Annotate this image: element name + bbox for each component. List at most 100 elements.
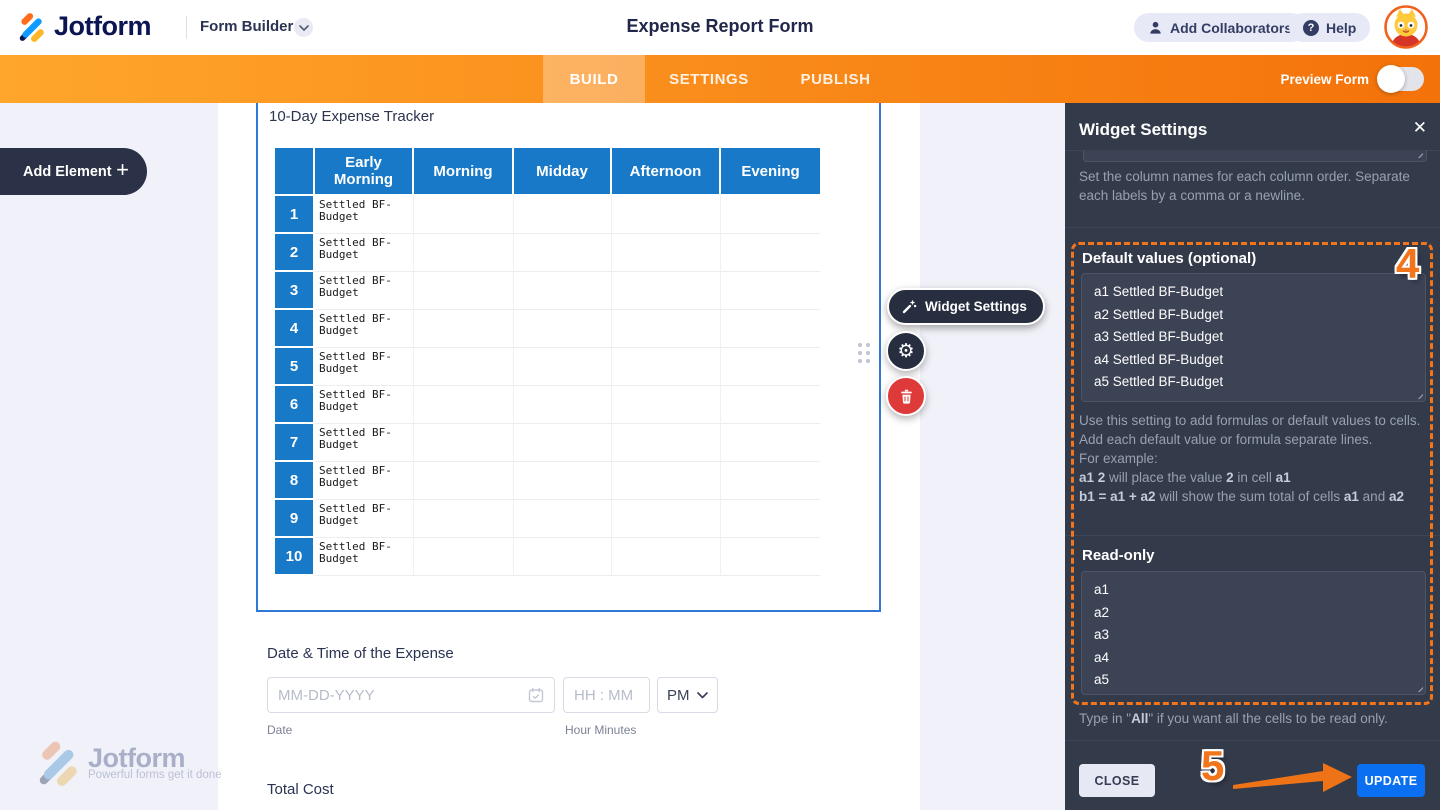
time-input[interactable]: HH : MM [563,677,650,713]
empty-cell[interactable] [514,196,612,234]
widget-question-label[interactable]: 10-Day Expense Tracker [269,108,435,125]
default-value-cell[interactable]: Settled BF-Budget [315,500,414,538]
form-title[interactable]: Expense Report Form [626,16,814,36]
empty-cell[interactable] [721,424,820,462]
empty-cell[interactable] [414,196,514,234]
empty-cell[interactable] [414,310,514,348]
add-collaborators-button[interactable]: Add Collaborators [1134,13,1307,42]
empty-cell[interactable] [514,424,612,462]
default-value-cell[interactable]: Settled BF-Budget [315,234,414,272]
read-only-textarea[interactable]: a1 a2 a3 a4 a5 [1081,571,1426,695]
default-values-textarea[interactable]: a1 Settled BF-Budget a2 Settled BF-Budge… [1081,273,1426,402]
add-element-button[interactable]: Add Element + [0,148,147,195]
default-value-cell[interactable]: Settled BF-Budget [315,196,414,234]
empty-cell[interactable] [612,272,721,310]
resize-grip[interactable] [1414,149,1423,158]
empty-cell[interactable] [414,424,514,462]
empty-cell[interactable] [721,500,820,538]
jotform-logo[interactable]: Jotform [16,11,152,42]
default-value-cell[interactable]: Settled BF-Budget [315,348,414,386]
ampm-select[interactable]: PM [657,677,718,713]
product-dropdown[interactable] [294,18,313,37]
empty-cell[interactable] [414,462,514,500]
table-row: 3 Settled BF-Budget [275,272,820,310]
empty-cell[interactable] [514,386,612,424]
question-icon: ? [1303,19,1319,36]
default-value-cell[interactable]: Settled BF-Budget [315,424,414,462]
col-header-morning: Morning [414,148,514,196]
close-button[interactable]: CLOSE [1079,764,1155,797]
magic-wand-icon [902,299,917,313]
row-number-cell: 8 [275,462,315,500]
total-cost-label[interactable]: Total Cost [267,781,334,798]
date-question-label[interactable]: Date & Time of the Expense [267,645,454,662]
time-sublabel: Hour Minutes [565,723,637,737]
empty-cell[interactable] [612,234,721,272]
product-label[interactable]: Form Builder [200,18,294,35]
table-row: 2 Settled BF-Budget [275,234,820,272]
column-names-textarea-partial[interactable] [1083,149,1427,162]
empty-cell[interactable] [721,196,820,234]
time-placeholder: HH : MM [574,686,634,704]
empty-cell[interactable] [514,272,612,310]
table-row: 6 Settled BF-Budget [275,386,820,424]
empty-cell[interactable] [612,424,721,462]
tab-publish[interactable]: PUBLISH [800,70,871,88]
empty-cell[interactable] [514,310,612,348]
widget-settings-tooltip[interactable]: Widget Settings [887,288,1045,325]
widget-settings-button[interactable]: ⚙ [886,331,926,371]
table-row: 10 Settled BF-Budget [275,538,820,576]
empty-cell[interactable] [414,234,514,272]
tab-build[interactable]: BUILD [543,55,645,103]
empty-cell[interactable] [612,310,721,348]
empty-cell[interactable] [721,234,820,272]
default-values-field: a1 Settled BF-Budget a2 Settled BF-Budge… [1081,273,1426,402]
close-icon[interactable]: ✕ [1412,118,1427,137]
empty-cell[interactable] [721,310,820,348]
empty-cell[interactable] [612,500,721,538]
default-value-cell[interactable]: Settled BF-Budget [315,386,414,424]
empty-cell[interactable] [414,272,514,310]
empty-cell[interactable] [721,272,820,310]
empty-cell[interactable] [612,538,721,576]
empty-cell[interactable] [612,462,721,500]
avatar[interactable] [1384,5,1428,49]
empty-cell[interactable] [721,348,820,386]
preview-form-toggle[interactable] [1377,65,1424,93]
empty-cell[interactable] [414,538,514,576]
row-number-cell: 1 [275,196,315,234]
empty-cell[interactable] [514,348,612,386]
empty-cell[interactable] [514,462,612,500]
default-value-cell[interactable]: Settled BF-Budget [315,272,414,310]
default-value-cell[interactable]: Settled BF-Budget [315,462,414,500]
help-line: Use this setting to add formulas or defa… [1079,413,1421,428]
watermark-logo-icon [39,741,77,786]
help-button[interactable]: ? Help [1289,13,1371,42]
default-value-cell[interactable]: Settled BF-Budget [315,538,414,576]
empty-cell[interactable] [514,234,612,272]
update-button[interactable]: UPDATE [1357,764,1425,797]
empty-cell[interactable] [721,386,820,424]
empty-cell[interactable] [612,348,721,386]
empty-cell[interactable] [612,386,721,424]
empty-cell[interactable] [514,500,612,538]
empty-cell[interactable] [721,538,820,576]
date-input[interactable]: MM-DD-YYYY [267,677,555,713]
empty-cell[interactable] [514,538,612,576]
calendar-icon[interactable] [528,687,544,703]
delete-widget-button[interactable] [886,376,926,416]
date-sublabel: Date [267,723,293,737]
empty-cell[interactable] [612,196,721,234]
tab-settings[interactable]: SETTINGS [669,70,749,88]
toggle-knob [1377,65,1405,93]
drag-handle[interactable] [858,343,870,363]
empty-cell[interactable] [414,348,514,386]
empty-cell[interactable] [721,462,820,500]
empty-cell[interactable] [414,500,514,538]
help-label: Help [1326,19,1357,36]
spreadsheet-widget-selected[interactable]: 10-Day Expense Tracker Early Morning Mor… [256,103,881,612]
empty-cell[interactable] [414,386,514,424]
default-value-cell[interactable]: Settled BF-Budget [315,310,414,348]
logo-wordmark: Jotform [54,11,152,41]
